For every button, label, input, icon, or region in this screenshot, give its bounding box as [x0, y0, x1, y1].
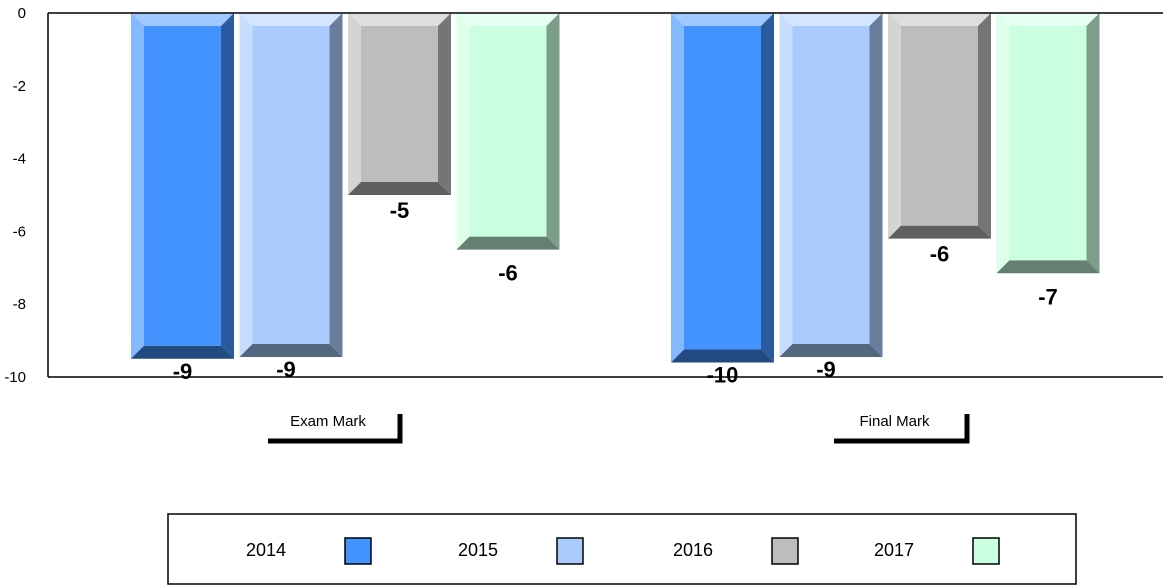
legend-entry: 2017	[874, 537, 1000, 565]
legend-swatch	[556, 537, 584, 565]
bar-bevel-top	[671, 13, 774, 26]
bar-bevel-left	[671, 13, 684, 363]
bar-bevel-right	[869, 13, 883, 357]
bar-bevel-bottom	[131, 345, 234, 359]
bar-face	[901, 26, 978, 226]
bar-bevel-bottom	[671, 349, 774, 363]
legend-label: 2015	[458, 540, 498, 560]
bar-face	[469, 26, 547, 237]
legend-box	[167, 513, 1077, 585]
bar-bevel-right	[546, 13, 560, 250]
y-tick-label: 0	[18, 5, 26, 22]
legend-swatch	[972, 537, 1000, 565]
bar-face	[252, 26, 330, 344]
data-label: -9	[173, 359, 193, 384]
bar-bevel-right	[1086, 13, 1100, 274]
bar-bevel-left	[779, 13, 793, 357]
category-label-frame	[268, 414, 403, 444]
bar-bevel-left	[996, 13, 1010, 274]
bar-bevel-right	[761, 13, 774, 363]
data-label: -6	[498, 261, 518, 286]
bar-bevel-left	[456, 13, 470, 250]
y-tick-label: -6	[13, 223, 26, 240]
bar-bevel-left	[239, 13, 253, 357]
bar-face	[1009, 26, 1087, 261]
data-label: -10	[707, 362, 739, 387]
category-label-text: Final Mark	[859, 413, 930, 430]
bar	[131, 13, 234, 359]
bar	[671, 13, 774, 363]
category-label-frame	[834, 414, 970, 444]
bar-bevel-top	[239, 13, 343, 26]
y-tick-label: -10	[4, 369, 26, 386]
bar-bevel-bottom	[456, 236, 560, 250]
bar-bevel-left	[888, 13, 901, 239]
legend-entry: 2016	[673, 537, 799, 565]
bar-bevel-top	[348, 13, 451, 26]
legend-label: 2017	[874, 540, 914, 560]
bar-bevel-bottom	[348, 182, 451, 195]
data-label: -5	[390, 198, 410, 223]
bar-bevel-bottom	[239, 343, 343, 357]
bar-bevel-left	[131, 13, 144, 359]
category-labels-group: Exam Mark Final Mark	[268, 413, 970, 444]
category-label: Exam Mark	[268, 413, 403, 444]
bar-bevel-bottom	[996, 260, 1100, 274]
legend-swatch	[771, 537, 799, 565]
bar-face	[144, 26, 221, 346]
y-tick-label: -2	[13, 78, 26, 95]
legend-entry: 2014	[246, 537, 372, 565]
bar-bevel-right	[329, 13, 343, 357]
bar-bevel-bottom	[779, 343, 883, 357]
bar-bevel-right	[221, 13, 234, 359]
bar-bevel-bottom	[888, 225, 991, 239]
data-label: -6	[930, 242, 950, 267]
bar-face	[361, 26, 438, 182]
y-tick-label: -4	[13, 151, 26, 168]
bar-bevel-left	[348, 13, 361, 195]
bar	[779, 13, 883, 357]
category-label: Final Mark	[834, 413, 970, 444]
bar	[239, 13, 343, 357]
data-label: -9	[276, 357, 296, 382]
data-label: -7	[1038, 284, 1058, 309]
bar-face	[792, 26, 870, 344]
category-label-text: Exam Mark	[290, 413, 366, 430]
bar-bevel-top	[131, 13, 234, 26]
data-label: -9	[816, 357, 836, 382]
y-tick-label: -8	[13, 296, 26, 313]
bar	[456, 13, 560, 250]
y-ticks-group: 0 -2 -4 -6 -8 -10	[4, 5, 26, 386]
legend-label: 2016	[673, 540, 713, 560]
legend: 2014 2015 2016 2017	[167, 513, 1077, 585]
bar-bevel-right	[438, 13, 451, 195]
bar-bevel-top	[888, 13, 991, 26]
bar	[348, 13, 451, 195]
bar-bevel-right	[978, 13, 991, 239]
bars-group	[131, 13, 1100, 363]
bar-bevel-top	[996, 13, 1100, 26]
bar-bevel-top	[456, 13, 560, 26]
legend-swatch	[344, 537, 372, 565]
bar	[888, 13, 991, 239]
bar-bevel-top	[779, 13, 883, 26]
bar	[996, 13, 1100, 274]
legend-label: 2014	[246, 540, 286, 560]
bar-face	[684, 26, 761, 350]
legend-entry: 2015	[458, 537, 584, 565]
data-labels-group: -9 -10 -9 -9 -5 -6 -6 -7	[173, 198, 1058, 387]
